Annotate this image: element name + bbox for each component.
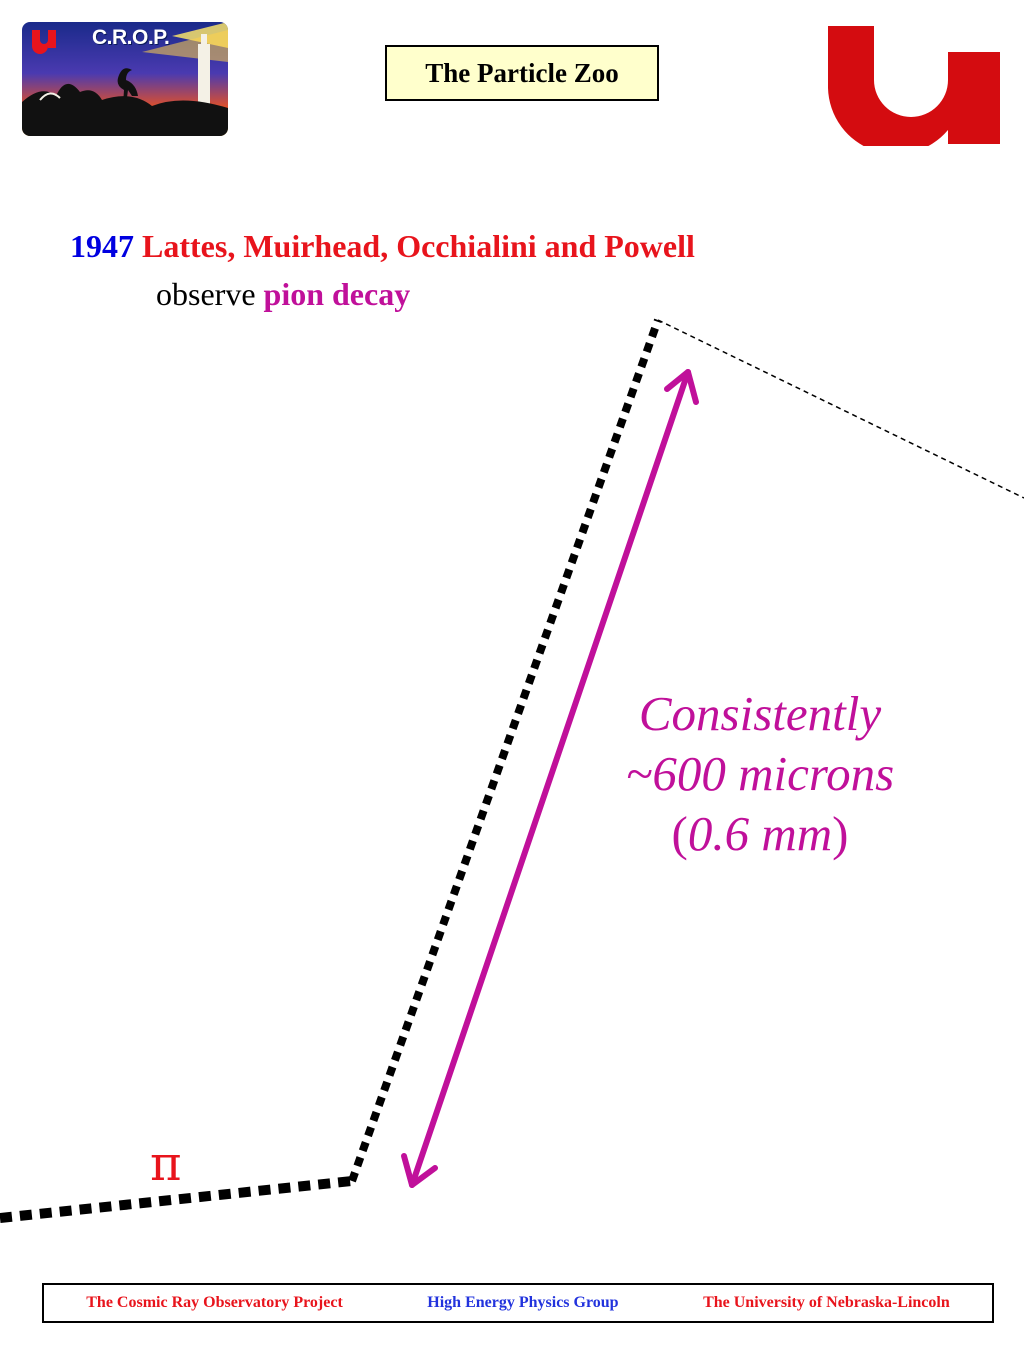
footer: The Cosmic Ray Observatory Project High … bbox=[42, 1283, 994, 1323]
crop-logo: C.R.O.P. bbox=[22, 22, 228, 136]
pion-label: π bbox=[150, 1136, 182, 1192]
page-title: The Particle Zoo bbox=[385, 45, 659, 101]
headline: 1947 Lattes, Muirhead, Occhialini and Po… bbox=[70, 226, 695, 266]
annotation-paren-close: ) bbox=[832, 806, 849, 861]
measurement-arrow bbox=[409, 369, 691, 1188]
university-logo bbox=[828, 26, 1000, 155]
annotation-line-1: Consistently bbox=[638, 686, 882, 741]
headline-names: Lattes, Muirhead, Occhialini and Powell bbox=[142, 228, 695, 264]
arrowhead-bottom bbox=[401, 1153, 438, 1188]
length-annotation: Consistently ~600 microns (0.6 mm) bbox=[600, 684, 920, 864]
annotation-measure: 0.6 mm bbox=[687, 806, 833, 861]
headline-year: 1947 bbox=[70, 228, 134, 264]
annotation-paren-open: ( bbox=[671, 806, 688, 861]
crop-logo-text: C.R.O.P. bbox=[92, 26, 170, 49]
footer-left: The Cosmic Ray Observatory Project bbox=[86, 1294, 343, 1311]
annotation-line-2: ~600 microns bbox=[625, 746, 895, 801]
footer-center: High Energy Physics Group bbox=[427, 1294, 619, 1311]
annotation-line-3: (0.6 mm) bbox=[600, 804, 920, 864]
muon-track bbox=[348, 318, 662, 1183]
footer-right: The University of Nebraska-Lincoln bbox=[703, 1294, 950, 1311]
arrowhead-top bbox=[664, 369, 699, 405]
subline: observe pion decay bbox=[156, 274, 410, 314]
subline-observe: observe bbox=[156, 276, 256, 312]
subline-highlight: pion decay bbox=[263, 276, 411, 312]
electron-track bbox=[657, 319, 1024, 499]
